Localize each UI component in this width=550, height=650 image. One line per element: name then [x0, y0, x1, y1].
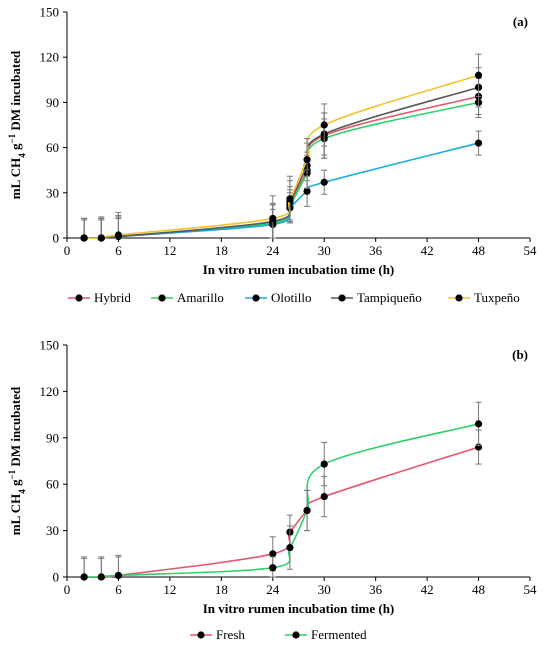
legend-item-fermented: Fermented: [285, 627, 367, 642]
x-tick-label: 30: [318, 243, 331, 258]
y-tick-label: 60: [46, 477, 59, 492]
data-point: [303, 187, 311, 195]
data-point: [474, 139, 483, 147]
x-tick-label: 6: [115, 582, 122, 597]
legend-swatch-marker: [197, 631, 205, 639]
data-point: [269, 214, 277, 223]
x-tick-label: 18: [215, 582, 228, 597]
legend-item-amarillo: Amarillo: [151, 290, 224, 305]
legend-swatch-marker: [338, 294, 346, 302]
x-tick-label: 12: [163, 243, 176, 258]
x-tick-label: 24: [266, 243, 280, 258]
x-tick-label: 18: [215, 243, 228, 258]
data-point: [474, 420, 483, 428]
legend-label: Fresh: [216, 627, 245, 642]
data-point: [269, 564, 277, 572]
x-axis-label: In vitro rumen incubation time (h): [203, 601, 395, 616]
legend-label: Fermented: [311, 627, 367, 642]
data-point: [114, 571, 123, 580]
x-tick-label: 42: [421, 582, 434, 597]
series-tuxpe-o: [80, 53, 483, 242]
x-tick-label: 0: [64, 582, 71, 597]
x-tick-label: 30: [318, 582, 331, 597]
series-fresh: [80, 429, 483, 581]
series-line: [84, 446, 479, 579]
y-axis-label: mL CH4 g−1 DM incubated: [7, 386, 27, 535]
y-tick-label: 0: [53, 231, 60, 246]
x-tick-label: 54: [524, 582, 538, 597]
legend-swatch-marker: [292, 631, 300, 639]
data-point: [286, 544, 294, 552]
legend-swatch-marker: [75, 294, 83, 302]
series-line: [84, 101, 479, 239]
x-tick-label: 12: [163, 582, 176, 597]
legend-swatch-marker: [252, 294, 260, 302]
y-tick-label: 0: [53, 570, 60, 585]
legend-item-tuxpe-o: Tuxpeño: [448, 290, 520, 305]
y-tick-label: 30: [46, 523, 59, 538]
y-tick-label: 120: [40, 384, 60, 399]
y-tick-label: 30: [46, 185, 59, 200]
y-tick-label: 90: [46, 430, 59, 445]
data-point: [97, 234, 105, 242]
y-axis-label: mL CH4 g−1 DM incubated: [7, 50, 27, 199]
data-point: [303, 156, 311, 164]
x-tick-label: 0: [64, 243, 71, 258]
x-axis-label: In vitro rumen incubation time (h): [203, 262, 395, 277]
data-point: [303, 506, 311, 515]
data-point: [320, 121, 328, 129]
y-tick-label: 60: [46, 140, 59, 155]
legend-item-hybrid: Hybrid: [68, 290, 131, 305]
y-tick-label: 90: [46, 95, 59, 110]
y-tick-label: 120: [40, 50, 60, 65]
data-point: [114, 231, 123, 239]
data-point: [80, 234, 88, 242]
y-tick-label: 150: [40, 338, 60, 353]
legend-label: Hybrid: [94, 290, 131, 305]
data-point: [269, 550, 277, 558]
legend-item-tampique-o: Tampiqueño: [331, 290, 422, 305]
legend-swatch-marker: [158, 294, 166, 302]
series-line: [84, 423, 479, 578]
x-tick-label: 24: [266, 582, 280, 597]
series-line: [84, 74, 479, 240]
data-point: [80, 573, 88, 581]
legend-label: Tampiqueño: [357, 290, 422, 305]
panel-label: (a): [513, 14, 528, 29]
x-tick-label: 36: [369, 243, 383, 258]
series-amarillo: [80, 86, 483, 242]
legend-item-olotillo: Olotillo: [245, 290, 311, 305]
data-point: [320, 178, 328, 186]
legend-swatch-marker: [455, 294, 463, 302]
legend-label: Amarillo: [177, 290, 224, 305]
data-point: [474, 71, 483, 79]
x-tick-label: 48: [472, 243, 485, 258]
data-point: [320, 492, 328, 501]
legend-item-fresh: Fresh: [190, 627, 245, 642]
data-point: [286, 195, 294, 203]
legend-label: Olotillo: [271, 290, 311, 305]
x-tick-label: 42: [421, 243, 434, 258]
data-point: [320, 460, 328, 468]
x-tick-label: 6: [115, 243, 122, 258]
x-tick-label: 54: [524, 243, 538, 258]
data-point: [97, 573, 105, 581]
series-fermented: [80, 401, 483, 581]
series-line: [84, 142, 479, 239]
chart-panel-b: 0 30 60 90 120 150 0 6 12 18 24 30 36 42 48 54 In vitro …: [7, 338, 537, 643]
y-tick-label: 150: [40, 5, 60, 20]
x-tick-label: 36: [369, 582, 383, 597]
chart-panel-a: 0 30 60 90 120 150 0 6 12 18 24 30 36 42 48 54 In vitro …: [7, 5, 537, 306]
legend-label: Tuxpeño: [474, 290, 520, 305]
series-olotillo: [80, 130, 483, 242]
x-tick-label: 48: [472, 582, 485, 597]
panel-label: (b): [512, 347, 528, 362]
